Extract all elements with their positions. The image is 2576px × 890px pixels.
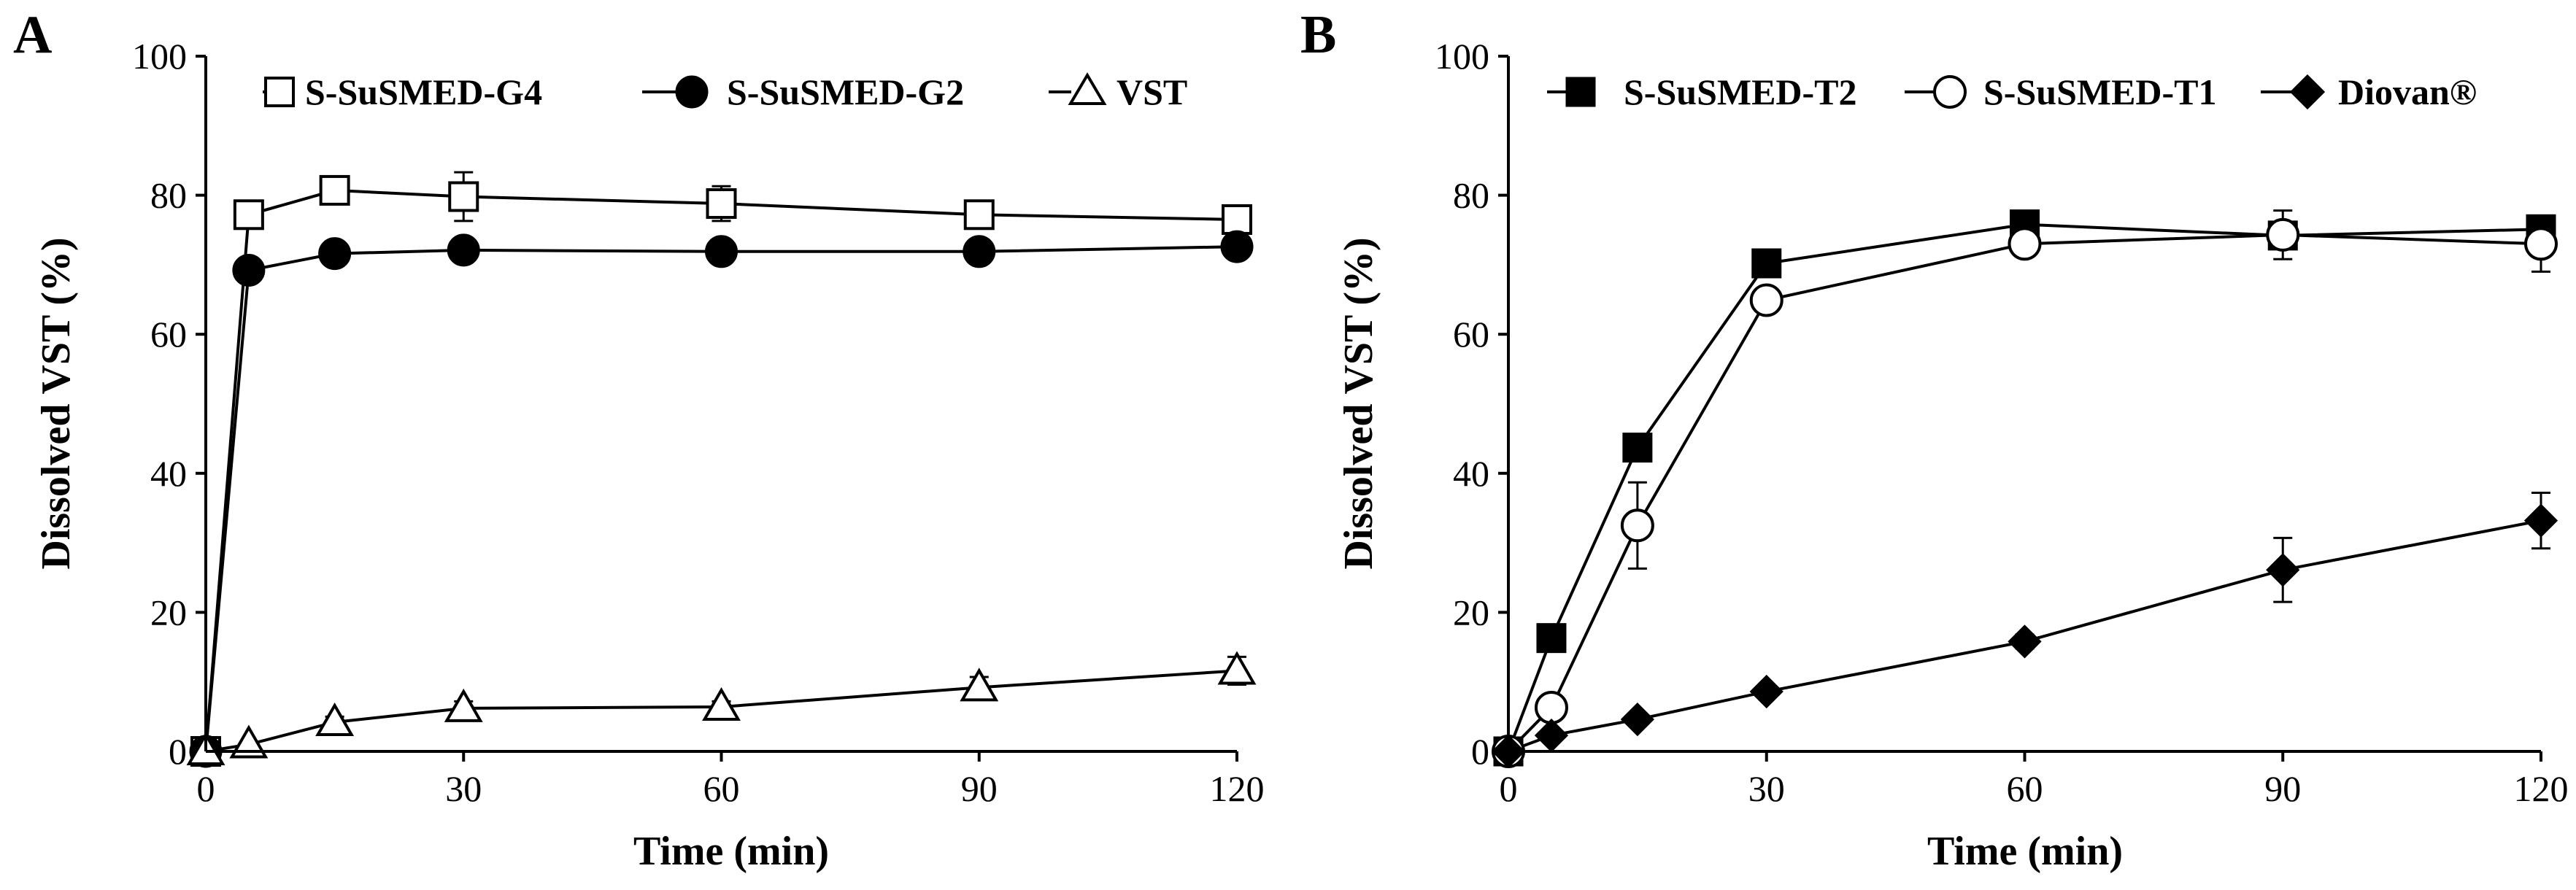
series-markers [186, 174, 1257, 768]
data-point-s0-p6 [1222, 204, 1252, 235]
x-tick-label: 30 [445, 768, 482, 809]
y-tick-label: 40 [1453, 453, 1489, 494]
axes [204, 56, 1237, 753]
data-point-s2-p4 [702, 686, 741, 721]
y-tick-label: 60 [1453, 314, 1489, 355]
y-tick-label: 100 [1435, 36, 1489, 77]
legend-marker-2 [1068, 72, 1107, 105]
panel-label: B [1300, 5, 1336, 65]
axes [1507, 56, 2541, 753]
data-point-s2-p6 [2523, 503, 2558, 538]
legend-marker-0 [1565, 77, 1596, 107]
legend-label-0: S-SuSMED-T2 [1624, 71, 1857, 112]
data-point-s2-p1 [229, 724, 269, 759]
data-point-s0-p1 [233, 199, 264, 231]
series-lines [204, 188, 1238, 753]
legend-marker-1 [1933, 75, 1967, 109]
legend: S-SuSMED-G4 S-SuSMED-G2 VST [263, 71, 1187, 112]
y-tick-label: 40 [150, 453, 187, 494]
data-point-s0-p2 [319, 174, 350, 206]
y-tick-label: 20 [1453, 592, 1489, 632]
y-axis-title: Dissolved VST (%) [1336, 237, 1381, 569]
legend-marker-2 [2289, 74, 2326, 110]
data-point-s1-p2 [318, 237, 352, 271]
x-axis-title: Time (min) [1927, 829, 2123, 874]
legend-marker-1 [675, 75, 709, 109]
series-line-1 [1507, 233, 2542, 753]
axis-ticks: 0 20 40 60 80 100 0 30 60 90 120 [1435, 36, 2569, 809]
data-point-s1-p5 [963, 235, 996, 268]
legend: S-SuSMED-T2 S-SuSMED-T1 Diovan® [1547, 71, 2477, 112]
series-line-0 [204, 188, 1238, 752]
data-point-s1-p5 [2266, 217, 2300, 252]
x-axis-title: Time (min) [633, 829, 829, 874]
data-point-s2-p2 [1620, 703, 1654, 737]
y-tick-label: 60 [150, 314, 187, 355]
legend-label-1: S-SuSMED-T1 [1983, 71, 2217, 112]
data-point-s1-p4 [2008, 227, 2042, 261]
legend-label-2: VST [1117, 71, 1187, 112]
data-point-s1-p6 [1220, 230, 1254, 263]
y-tick-label: 20 [150, 592, 187, 632]
x-tick-label: 60 [703, 768, 740, 809]
data-point-s2-p6 [1217, 651, 1257, 685]
x-tick-label: 0 [197, 768, 215, 809]
data-point-s2-p5 [2266, 553, 2300, 587]
axis-ticks: 0 20 40 60 80 100 0 30 60 90 120 [132, 36, 1265, 809]
data-point-s1-p6 [2524, 227, 2558, 261]
x-tick-label: 90 [2264, 768, 2301, 809]
x-tick-label: 30 [1748, 768, 1785, 809]
legend-label-0: S-SuSMED-G4 [305, 71, 542, 112]
x-tick-label: 120 [1210, 768, 1265, 809]
data-point-s1-p1 [1534, 690, 1568, 724]
legend-label-1: S-SuSMED-G2 [727, 71, 964, 112]
series-lines [1507, 222, 2542, 753]
data-point-s0-p5 [963, 199, 995, 231]
data-point-s2-p3 [1749, 674, 1783, 709]
data-point-s2-p3 [444, 688, 483, 722]
y-tick-label: 0 [169, 731, 187, 772]
data-point-s2-p5 [960, 668, 999, 702]
series-line-0 [1507, 222, 2542, 752]
data-point-s1-p3 [447, 233, 480, 267]
data-point-s0-p3 [448, 181, 479, 212]
series-line-1 [204, 245, 1238, 752]
y-tick-label: 80 [1453, 175, 1489, 216]
panel-b: B Dissolved VST (%) Time (min) 0 20 40 60 80… [1300, 5, 2569, 874]
x-tick-label: 60 [2007, 768, 2043, 809]
legend-label-2: Diovan® [2338, 71, 2477, 112]
data-point-s0-p1 [1536, 623, 1567, 654]
data-point-s1-p2 [1620, 508, 1654, 543]
x-tick-label: 0 [1500, 768, 1518, 809]
data-point-s0-p4 [706, 188, 737, 220]
y-tick-label: 100 [132, 36, 187, 77]
data-point-s1-p1 [232, 254, 266, 287]
panel-a: A Dissolved VST (%) Time (min) 0 20 40 60 80… [13, 5, 1265, 874]
panel-label: A [13, 5, 52, 65]
y-tick-label: 0 [1471, 731, 1489, 772]
data-point-s0-p2 [1622, 433, 1653, 463]
y-axis-title: Dissolved VST (%) [34, 237, 79, 569]
data-point-s2-p1 [1534, 718, 1569, 753]
data-point-s2-p2 [315, 702, 355, 736]
x-tick-label: 90 [961, 768, 998, 809]
y-tick-label: 80 [150, 175, 187, 216]
data-point-s0-p3 [1751, 248, 1782, 279]
x-tick-label: 120 [2514, 768, 2569, 809]
data-point-s1-p4 [705, 235, 738, 268]
series-markers [1491, 209, 2558, 769]
data-point-s1-p3 [1749, 283, 1783, 317]
data-point-s2-p4 [2008, 624, 2042, 659]
legend-marker-0 [264, 77, 295, 107]
